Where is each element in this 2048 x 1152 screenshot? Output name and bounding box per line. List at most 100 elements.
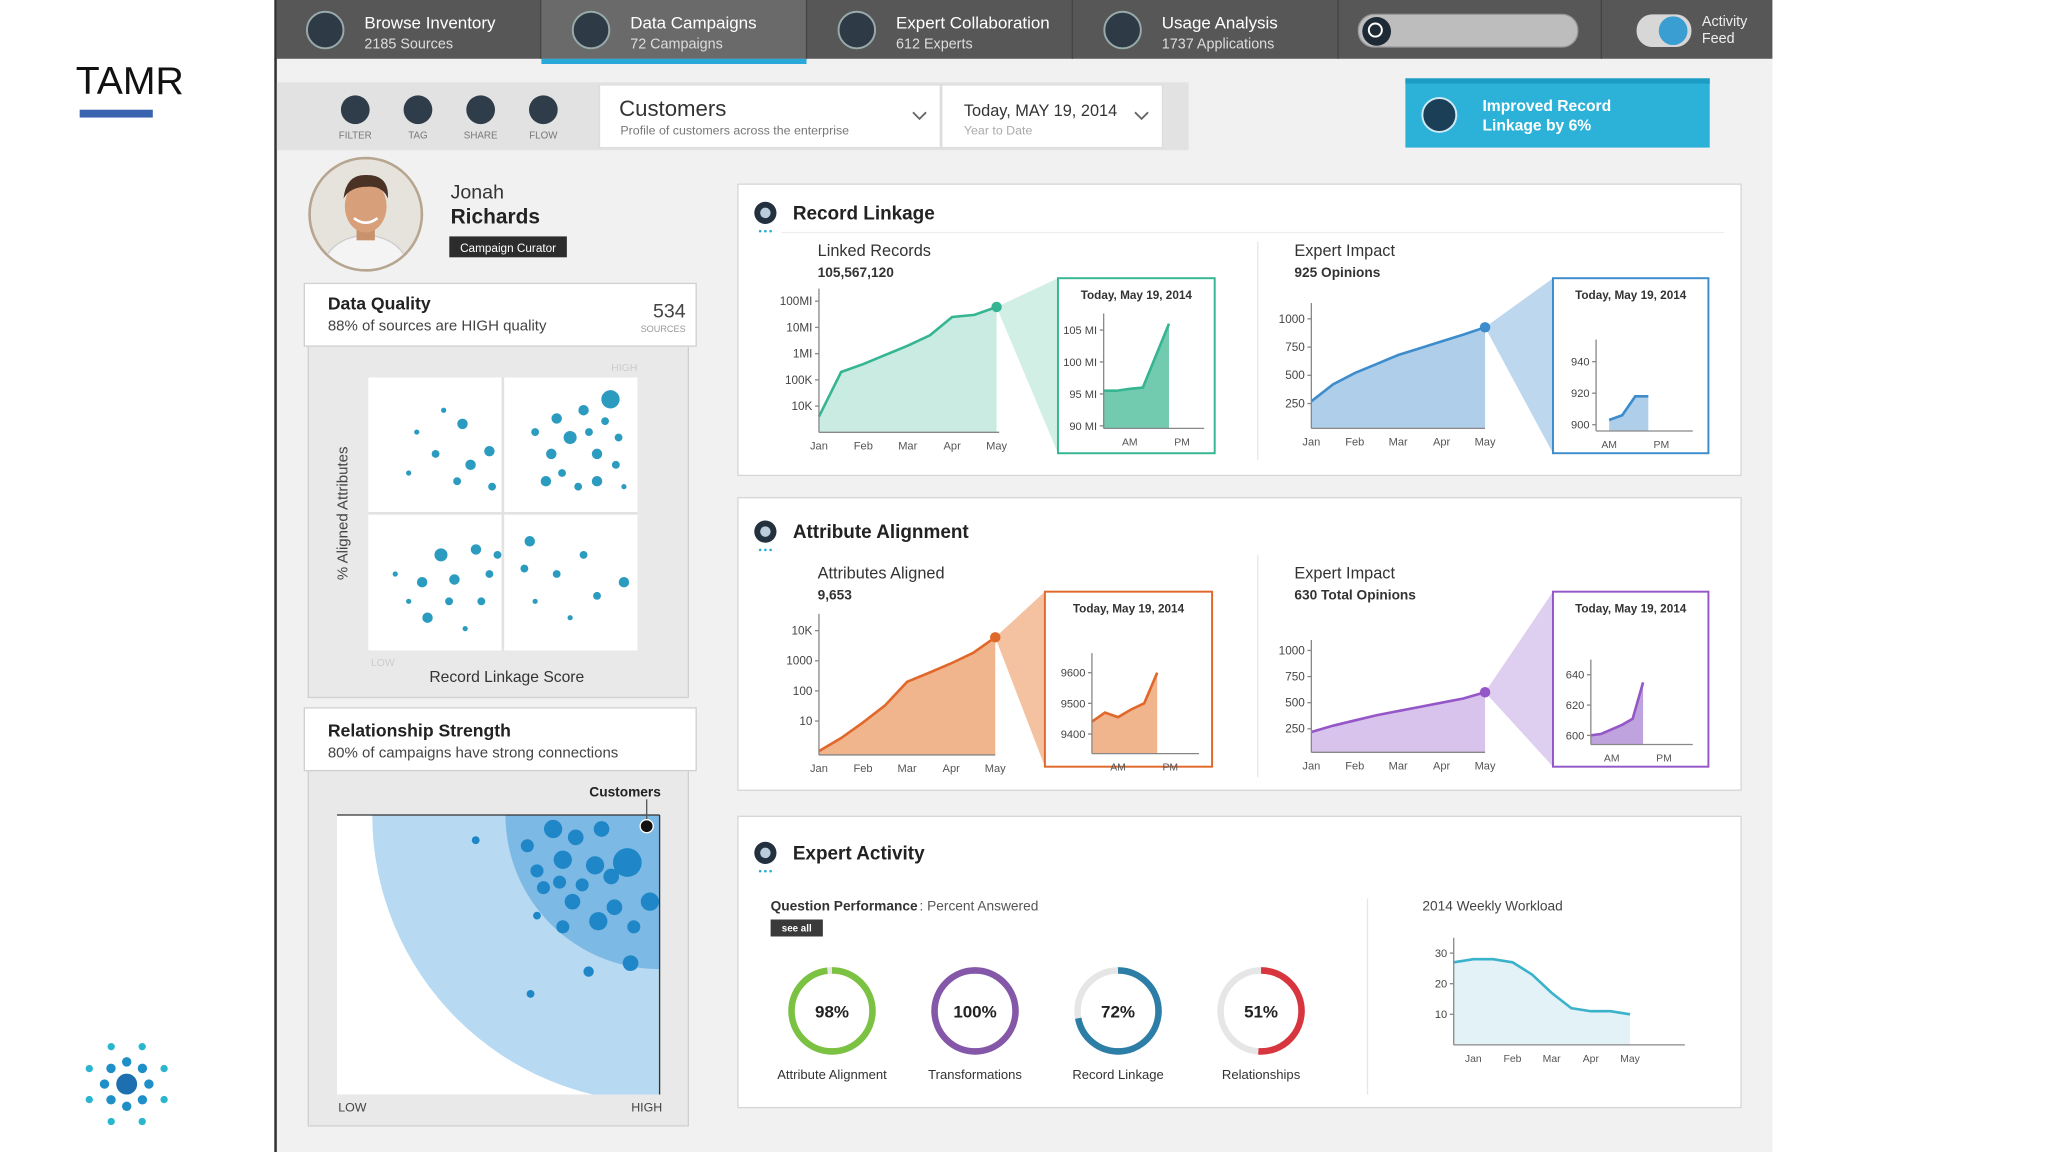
logo-dot [121,1057,132,1067]
y-tick-label: 250 [1285,723,1305,736]
panel-icon-dot [769,548,772,552]
brand-name: TAMR [76,60,184,103]
y-tick-label: 1000 [1279,313,1306,326]
dropdown[interactable] [598,84,942,149]
date-subtitle: Year to Date [964,124,1033,138]
x-tick-label: Apr [1433,436,1451,448]
point [453,477,462,486]
expert-activity-panel [737,815,1742,1109]
ring-label: Relationships [1222,1067,1301,1082]
y-tick-label: 940 [1571,357,1590,369]
chart-label: Expert Impact [1294,242,1395,260]
tool-icon[interactable] [403,95,433,125]
nav-subtitle: 612 Experts [896,36,973,52]
dropdown-subtitle: Profile of customers across the enterpri… [620,124,849,138]
ring [788,967,876,1055]
y-tick-label: 500 [1285,697,1305,710]
end-marker [1479,687,1491,698]
search-box[interactable] [1357,13,1579,48]
point [485,570,494,578]
panel-icon-dot [769,229,772,233]
nav-icon[interactable] [1103,10,1142,50]
date-picker[interactable] [941,84,1164,149]
line [1590,681,1645,737]
x-tick-label: Apr [943,763,961,775]
bubble [593,821,610,837]
nav-title[interactable]: Usage Analysis [1162,14,1278,33]
bubble [530,864,544,878]
nav-title[interactable]: Browse Inventory [364,14,496,33]
tool-icon[interactable] [340,95,370,125]
logo-dot [85,1064,93,1073]
nav-title[interactable]: Data Campaigns [630,14,756,33]
x-tick-label: Mar [1543,1054,1561,1065]
see-all-button[interactable] [770,919,823,937]
end-marker [990,632,1001,643]
chevron [912,111,927,121]
panel-icon-dot [758,229,762,233]
point [540,475,552,487]
x-tick-label: Apr [1583,1054,1600,1065]
nav-underline [541,58,807,64]
logo-dot [99,1079,110,1089]
x-tick-label: Feb [1503,1054,1521,1065]
bubble [622,955,639,971]
banner-text: Linkage by 6% [1482,118,1591,135]
low-label: LOW [338,1101,367,1115]
activity-feed-label[interactable]: Activity [1702,14,1748,30]
banner-edge [1405,78,1710,84]
chart-value: 9,653 [818,588,853,603]
tool-icon[interactable] [466,95,496,125]
y-tick-label: 20 [1435,979,1447,991]
x-tick-label: Jan [810,763,828,775]
tool-icon[interactable] [528,95,558,125]
role-badge [449,236,567,258]
point [621,484,627,490]
ring-label: Transformations [928,1067,1022,1082]
x-tick-label: AM [1110,763,1126,774]
low-label: LOW [371,658,395,669]
panel-title: Record Linkage [793,203,935,224]
y-tick-label: 1000 [1279,644,1306,657]
nav-icon[interactable] [571,10,611,50]
point [431,449,440,458]
point [470,544,482,555]
nav-subtitle: 1737 Applications [1162,36,1275,52]
point [488,482,497,491]
high-label: HIGH [611,363,637,374]
panel-icon-dot [769,869,772,873]
point [578,405,589,416]
inset-title: Today, May 19, 2014 [1081,289,1193,302]
chart-value: 630 Total Opinions [1294,588,1416,603]
inset-title: Today, May 19, 2014 [1073,603,1185,616]
funnel [995,591,1045,767]
x-tick-label: Feb [854,440,873,452]
nav-icon[interactable] [305,10,345,50]
ring-label: Attribute Alignment [777,1067,887,1082]
nav-icon[interactable] [837,10,877,50]
bubble [553,850,572,869]
inset-title: Today, May 19, 2014 [1575,289,1687,302]
y-axis-label: % Aligned Attributes [334,447,351,581]
y-tick-label: 640 [1566,670,1585,682]
point [591,448,603,460]
activity-feed-label[interactable]: Feed [1702,31,1735,47]
panel-title: Attribute Alignment [793,522,970,543]
area [818,637,996,755]
x-tick-label: PM [1162,763,1178,774]
x-tick-label: Mar [898,763,917,775]
subtitle: : Percent Answered [920,898,1039,913]
point [465,459,476,471]
x-tick-label: May [1475,760,1496,772]
funnel [1485,591,1553,767]
logo-dot [160,1064,168,1073]
nav-title[interactable]: Expert Collaboration [896,14,1050,33]
point [392,571,398,577]
point [449,574,460,585]
line [1310,690,1486,734]
panel-icon-dot [764,229,767,233]
panel-icon-inner [760,526,771,537]
divider [274,0,277,1152]
bubble [603,868,620,885]
see-all[interactable]: see all [782,923,812,934]
